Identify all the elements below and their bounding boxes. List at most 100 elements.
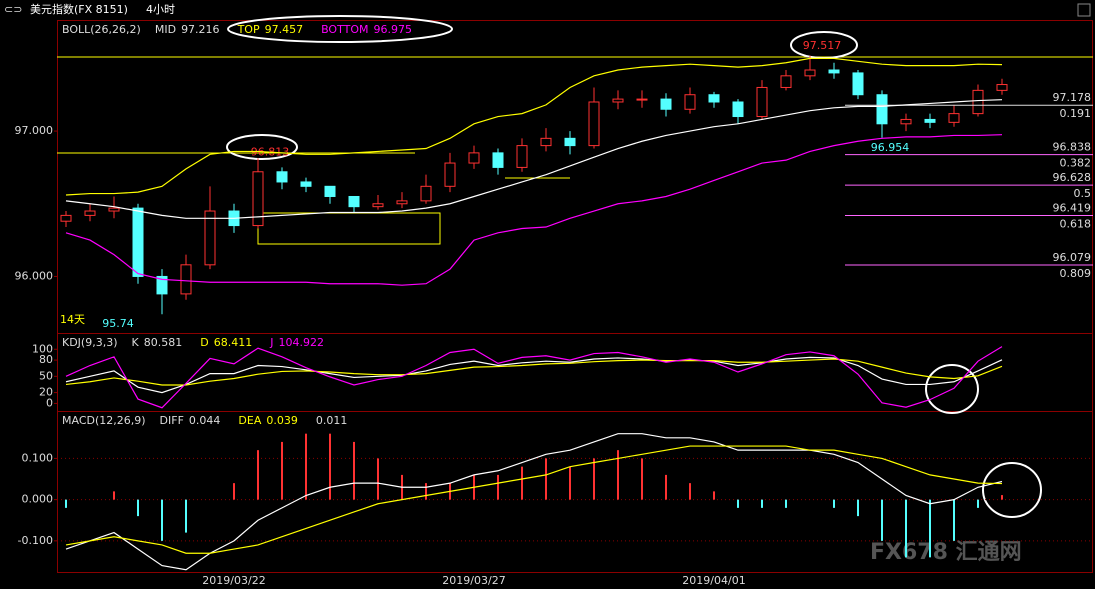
y-tick-label: -0.100 [18, 534, 53, 547]
window-title: 美元指数(FX 8151) [30, 2, 128, 16]
legend-text: 68.411 [214, 336, 253, 349]
legend-text: 0.044 [189, 414, 221, 427]
candle-body [492, 152, 504, 168]
candle-body [948, 113, 960, 123]
fib-ratio: 0.5 [1074, 187, 1092, 200]
indicator-line [65, 134, 1003, 286]
candle-body [852, 72, 864, 96]
fib-ratio: 0.809 [1060, 267, 1092, 280]
y-tick-label: 0.000 [22, 493, 54, 506]
legend-text: 80.581 [144, 336, 183, 349]
candle-body [636, 98, 648, 101]
candle-body [612, 98, 624, 103]
fib-price: 96.838 [1053, 141, 1092, 154]
legend-text: MACD(12,26,9) [62, 414, 146, 427]
candle-body [60, 214, 72, 222]
price-annotation: 96.954 [871, 141, 910, 154]
menu-icon[interactable]: ⊂⊃ [4, 3, 22, 16]
candle-body [156, 275, 168, 295]
circle-annotation [226, 134, 298, 160]
candle-body [324, 185, 336, 197]
x-tick-label: 2019/03/27 [442, 574, 505, 587]
indicator-line [65, 433, 1003, 571]
candle-body [396, 200, 408, 205]
frame [57, 20, 1093, 573]
price-annotation: 95.74 [102, 317, 134, 330]
y-tick-label: 97.000 [15, 124, 54, 137]
candle-body [372, 203, 384, 208]
y-tick-label: 100 [32, 342, 53, 355]
legend-text: DEA [238, 414, 261, 427]
legend-text: BOLL(26,26,2) [62, 23, 141, 36]
y-tick-label: 0.100 [22, 451, 54, 464]
fib-price: 96.628 [1053, 171, 1092, 184]
y-tick-label: 20 [39, 386, 53, 399]
legend-text: DIFF [160, 414, 184, 427]
candle-body [84, 210, 96, 216]
candle-body [588, 101, 600, 147]
candle-body [924, 118, 936, 123]
legend-text: D [200, 336, 208, 349]
fib-ratio: 0.618 [1060, 218, 1092, 231]
candle-body [828, 69, 840, 74]
fib-price: 97.178 [1053, 91, 1092, 104]
candle-body [660, 98, 672, 110]
x-tick-label: 2019/04/01 [682, 574, 745, 587]
watermark: FX678 汇通网 [870, 540, 1022, 565]
candle-body [564, 137, 576, 147]
candle-body [876, 94, 888, 125]
candle-body [756, 86, 768, 118]
legend-text: K [132, 336, 140, 349]
fib-price: 96.079 [1053, 251, 1092, 264]
fib-price: 96.419 [1053, 202, 1092, 215]
legend-text: BOTTOM [321, 23, 368, 36]
candle-body [516, 145, 528, 168]
legend-text: MID [155, 23, 176, 36]
candle-body [180, 264, 192, 295]
candle-body [132, 207, 144, 277]
legend-text: TOP [237, 23, 260, 36]
indicator-line [65, 346, 1003, 409]
indicator-line [65, 57, 1003, 196]
period[interactable]: 4小时 [146, 3, 175, 16]
legend-text: 97.457 [265, 23, 304, 36]
window-button[interactable] [1077, 3, 1091, 17]
indicator-line [65, 356, 1003, 394]
candle-body [276, 171, 288, 183]
candle-body [108, 207, 120, 212]
indicator-line [65, 358, 1003, 386]
circle-annotation [982, 462, 1042, 518]
legend-text: KDJ(9,3,3) [62, 336, 118, 349]
legend-text: J [269, 336, 273, 349]
candle-body [732, 101, 744, 118]
legend-text: 104.922 [278, 336, 324, 349]
legend-text: 0.011 [316, 414, 348, 427]
candle-body [780, 75, 792, 88]
candle-body [540, 137, 552, 147]
candle-body [204, 210, 216, 266]
candle-body [684, 94, 696, 110]
y-tick-label: 80 [39, 353, 53, 366]
candle-body [996, 84, 1008, 91]
candle-body [420, 185, 432, 202]
fib-ratio: 0.382 [1060, 157, 1092, 170]
candle-body [900, 118, 912, 125]
y-tick-label: 96.000 [15, 269, 54, 282]
candle-body [252, 171, 264, 227]
candle-body [708, 94, 720, 103]
fib-ratio: 0.191 [1060, 107, 1092, 120]
candle-body [348, 195, 360, 208]
y-tick-label: 0 [46, 396, 53, 409]
y-tick-label: 50 [39, 369, 53, 382]
legend-text: 97.216 [181, 23, 220, 36]
legend-text: 0.039 [266, 414, 298, 427]
circle-annotation [925, 364, 979, 414]
indicator-line [65, 445, 1003, 554]
candle-body [972, 89, 984, 115]
price-annotation: 97.517 [803, 39, 842, 52]
circle-annotation [227, 15, 453, 43]
legend-text: 96.975 [373, 23, 412, 36]
candle-body [300, 181, 312, 187]
